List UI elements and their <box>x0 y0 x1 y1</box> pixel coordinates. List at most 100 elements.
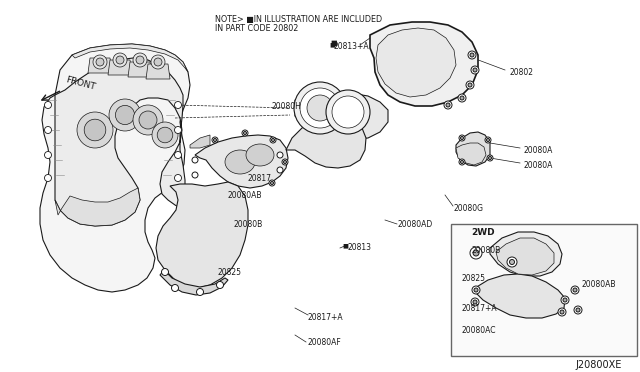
Polygon shape <box>496 238 554 275</box>
Circle shape <box>242 130 248 136</box>
Circle shape <box>459 135 465 141</box>
Text: IN PART CODE 20802: IN PART CODE 20802 <box>215 24 298 33</box>
Polygon shape <box>456 143 486 165</box>
Circle shape <box>109 99 141 131</box>
Circle shape <box>460 96 464 100</box>
Text: ■: ■ <box>342 243 348 248</box>
Polygon shape <box>55 58 185 226</box>
Circle shape <box>277 167 283 173</box>
Bar <box>451 224 637 356</box>
Text: 2WD: 2WD <box>471 228 495 237</box>
Circle shape <box>243 131 246 135</box>
Circle shape <box>485 137 491 143</box>
Circle shape <box>470 247 482 259</box>
Polygon shape <box>195 135 288 188</box>
Text: 20825: 20825 <box>218 268 242 277</box>
Circle shape <box>175 102 182 109</box>
Text: 20080B: 20080B <box>471 246 500 255</box>
Circle shape <box>573 288 577 292</box>
Text: 20080G: 20080G <box>454 204 484 213</box>
Circle shape <box>461 137 463 140</box>
Circle shape <box>161 269 168 276</box>
Polygon shape <box>456 132 490 166</box>
Polygon shape <box>108 60 132 75</box>
Circle shape <box>507 257 517 267</box>
Text: FRONT: FRONT <box>65 76 97 92</box>
Circle shape <box>151 55 165 69</box>
Polygon shape <box>376 28 456 97</box>
Text: 20817+A: 20817+A <box>461 304 497 313</box>
Circle shape <box>45 126 51 134</box>
Circle shape <box>172 285 179 292</box>
Text: J20800XE: J20800XE <box>575 360 621 370</box>
Circle shape <box>571 286 579 294</box>
Circle shape <box>471 298 479 306</box>
Polygon shape <box>295 93 388 140</box>
Circle shape <box>474 288 478 292</box>
Polygon shape <box>370 22 478 106</box>
Text: 20080AD: 20080AD <box>398 220 433 229</box>
Circle shape <box>458 94 466 102</box>
Circle shape <box>471 66 479 74</box>
Circle shape <box>277 152 283 158</box>
Ellipse shape <box>246 144 274 166</box>
Circle shape <box>558 308 566 316</box>
Circle shape <box>139 111 157 129</box>
Circle shape <box>115 105 134 125</box>
Text: ■: ■ <box>329 42 335 47</box>
Text: 20813: 20813 <box>347 243 371 252</box>
Polygon shape <box>146 64 170 79</box>
Circle shape <box>473 250 479 256</box>
Circle shape <box>459 159 465 165</box>
Circle shape <box>45 102 51 109</box>
Circle shape <box>270 137 276 143</box>
Circle shape <box>444 101 452 109</box>
Circle shape <box>175 151 182 158</box>
Circle shape <box>157 127 173 143</box>
Text: 20802: 20802 <box>510 68 534 77</box>
Circle shape <box>113 53 127 67</box>
Circle shape <box>563 298 567 302</box>
Circle shape <box>487 155 493 161</box>
Circle shape <box>294 82 346 134</box>
Circle shape <box>560 310 564 314</box>
Circle shape <box>271 182 273 185</box>
Polygon shape <box>40 44 190 292</box>
Text: 20813+A: 20813+A <box>334 42 370 51</box>
Text: NOTE> ■IN ILLUSTRATION ARE INCLUDED: NOTE> ■IN ILLUSTRATION ARE INCLUDED <box>215 15 382 24</box>
Circle shape <box>282 159 288 165</box>
Circle shape <box>488 157 492 160</box>
Circle shape <box>473 300 477 304</box>
Circle shape <box>45 174 51 182</box>
Polygon shape <box>88 58 112 73</box>
Text: 20080B: 20080B <box>233 220 262 229</box>
Circle shape <box>470 53 474 57</box>
Polygon shape <box>72 44 188 72</box>
Circle shape <box>473 68 477 72</box>
Circle shape <box>284 160 287 164</box>
Circle shape <box>466 81 474 89</box>
Text: 20080AB: 20080AB <box>228 191 262 200</box>
Circle shape <box>154 58 162 66</box>
Circle shape <box>192 172 198 178</box>
Circle shape <box>269 180 275 186</box>
Polygon shape <box>156 182 248 288</box>
Polygon shape <box>128 62 152 77</box>
Text: 20080A: 20080A <box>523 146 552 155</box>
Circle shape <box>196 289 204 295</box>
Text: 20080AF: 20080AF <box>307 338 340 347</box>
Circle shape <box>271 138 275 141</box>
Circle shape <box>472 286 480 294</box>
Text: ■: ■ <box>330 40 337 46</box>
Text: 20817: 20817 <box>248 174 272 183</box>
Circle shape <box>300 88 340 128</box>
Circle shape <box>461 160 463 164</box>
Text: 20080H: 20080H <box>272 102 302 111</box>
Circle shape <box>214 138 216 141</box>
Circle shape <box>576 308 580 312</box>
Circle shape <box>192 157 198 163</box>
Circle shape <box>96 58 104 66</box>
Circle shape <box>468 83 472 87</box>
Circle shape <box>326 90 370 134</box>
Circle shape <box>133 53 147 67</box>
